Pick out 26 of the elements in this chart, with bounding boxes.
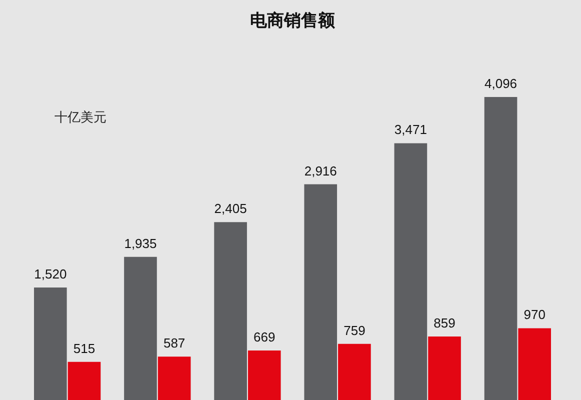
bar <box>124 256 157 400</box>
data-label: 2,405 <box>214 201 247 216</box>
bar <box>34 288 67 400</box>
chart-title: 电商销售额 <box>250 11 336 31</box>
bar <box>394 143 428 400</box>
bar <box>338 344 371 400</box>
y-axis-title: 十亿美元 <box>54 110 106 126</box>
bar <box>484 97 518 400</box>
bar <box>518 328 551 400</box>
data-label: 859 <box>434 315 456 330</box>
data-label: 4,096 <box>484 76 518 91</box>
data-label: 2,916 <box>304 163 337 178</box>
bar <box>214 222 247 400</box>
data-label: 1,935 <box>124 236 157 251</box>
data-label: 515 <box>73 340 96 356</box>
bar <box>248 350 281 400</box>
data-label: 3,471 <box>394 122 427 138</box>
data-label: 759 <box>344 322 366 338</box>
bar <box>428 336 461 400</box>
bar <box>68 362 101 400</box>
data-label: 1,520 <box>34 266 67 282</box>
bar <box>304 184 338 400</box>
data-label: 587 <box>163 336 186 351</box>
data-label: 970 <box>524 307 546 322</box>
data-label: 669 <box>254 330 276 345</box>
bar <box>158 356 191 400</box>
